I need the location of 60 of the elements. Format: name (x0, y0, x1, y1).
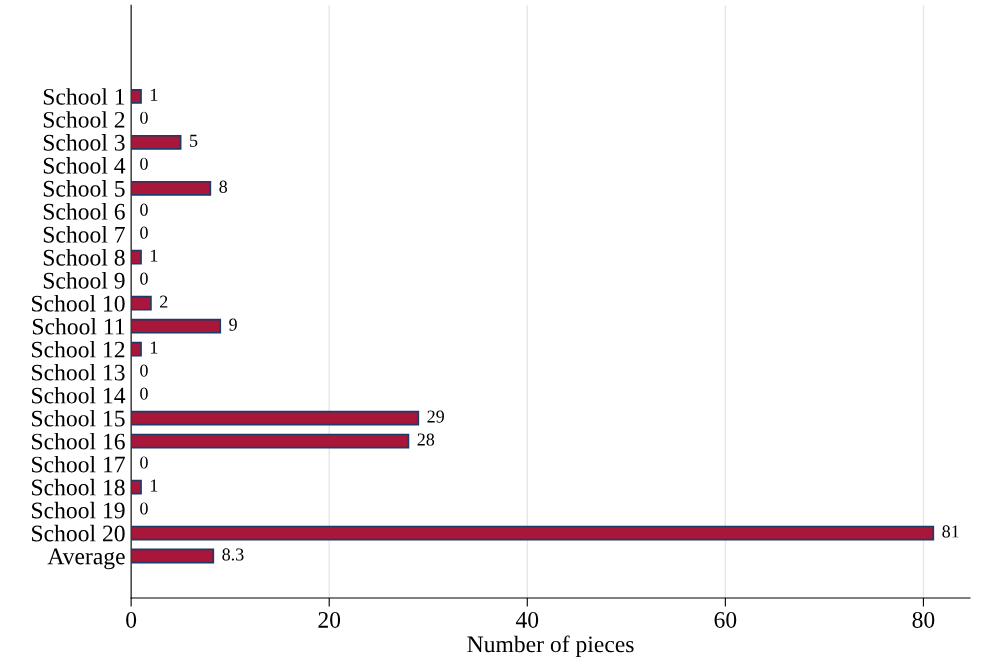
data-label: 81 (942, 525, 959, 538)
bar (131, 341, 142, 357)
y-tick-label: School 19 (32, 501, 125, 519)
y-tick-label: School 15 (32, 409, 125, 427)
bar (131, 410, 420, 426)
y-tick-label: School 20 (32, 524, 125, 542)
data-label: 0 (140, 272, 148, 285)
bar (131, 525, 935, 541)
y-tick-label: School 4 (43, 157, 126, 174)
y-tick-label: School 10 (32, 295, 125, 312)
data-label: 29 (427, 410, 444, 423)
x-tick-label: 0 (126, 611, 137, 628)
data-label: 28 (417, 433, 435, 446)
x-tick-label: 80 (912, 611, 935, 628)
data-label: 1 (150, 249, 158, 262)
data-label: 0 (140, 157, 148, 170)
data-label: 9 (229, 318, 237, 331)
data-label: 0 (140, 387, 148, 400)
bar (131, 249, 142, 265)
data-label: 0 (140, 203, 148, 216)
y-tick-label: School 11 (32, 317, 125, 335)
x-axis-title: Number of pieces (467, 635, 634, 658)
data-label: 2 (160, 295, 168, 308)
y-tick-label: School 14 (32, 386, 126, 404)
y-tick-label: Average (47, 548, 125, 570)
x-tick-label: 40 (515, 611, 539, 628)
y-tick-label: School 5 (43, 180, 125, 197)
data-label: 8 (219, 180, 228, 193)
data-label: 0 (140, 456, 148, 469)
bar (131, 295, 152, 311)
y-tick-label: School 8 (43, 249, 125, 266)
data-label: 5 (190, 134, 198, 147)
bar (131, 134, 182, 150)
y-tick-label: School 3 (43, 134, 125, 151)
data-label: 0 (140, 226, 148, 239)
data-label: 0 (140, 364, 148, 377)
data-label: 1 (150, 479, 158, 492)
y-tick-label: School 16 (32, 432, 125, 450)
data-label: 0 (140, 502, 148, 515)
bar (131, 318, 222, 334)
y-tick-label: School 2 (43, 111, 125, 128)
bar (131, 88, 142, 104)
y-tick-label: School 17 (32, 455, 125, 473)
bar (131, 548, 215, 564)
bar (131, 180, 212, 196)
data-label: 1 (150, 341, 158, 354)
y-tick-label: School 9 (43, 272, 125, 289)
data-label: 0 (140, 111, 148, 124)
y-tick-label: School 13 (32, 363, 125, 381)
x-tick-label: 20 (318, 611, 341, 628)
data-label: 1 (150, 88, 158, 101)
x-tick-label: 60 (714, 611, 737, 628)
y-tick-label: School 6 (43, 203, 125, 220)
bar (131, 479, 142, 495)
y-tick-label: School 1 (43, 88, 125, 105)
data-label: 8.3 (222, 548, 244, 561)
bar (131, 433, 410, 449)
y-tick-label: School 7 (43, 226, 125, 243)
y-tick-label: School 18 (32, 478, 125, 496)
y-tick-label: School 12 (32, 340, 125, 358)
